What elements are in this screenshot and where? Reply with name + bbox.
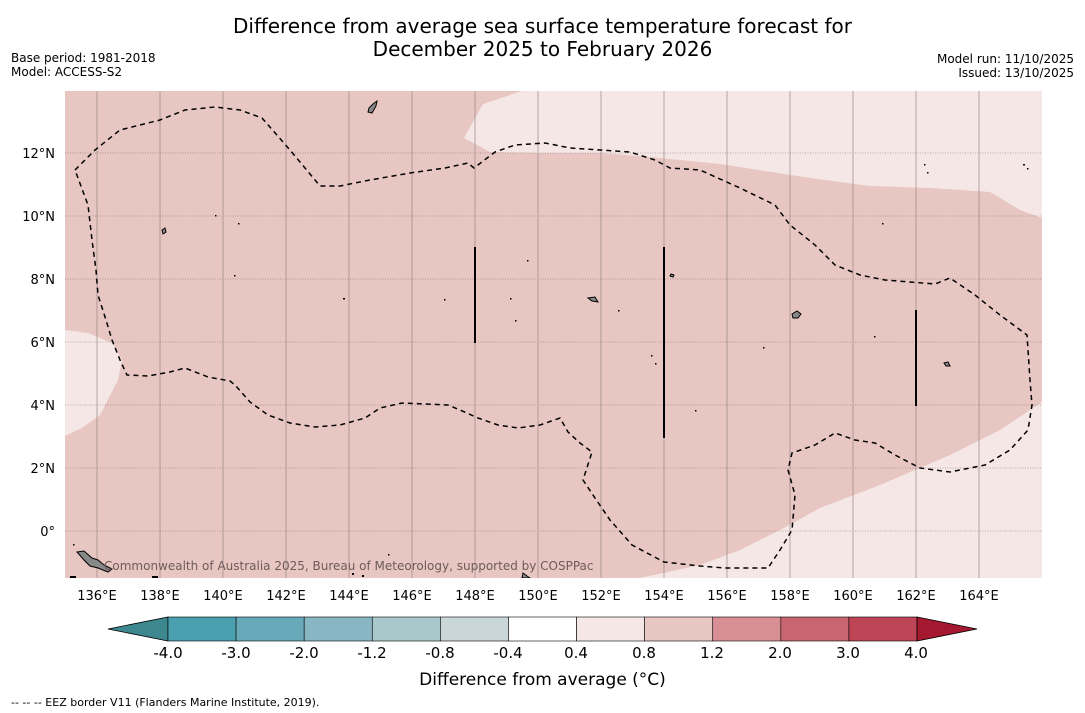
lon-label: 150°E xyxy=(518,589,558,604)
colorbar-tick-label: 2.0 xyxy=(768,644,792,662)
colorbar-tick-label: 0.4 xyxy=(564,644,588,662)
latitude-labels: 0° 2°N 4°N 6°N 8°N 10°N 12°N xyxy=(22,147,55,540)
lon-label: 152°E xyxy=(581,589,621,604)
lon-label: 148°E xyxy=(455,589,495,604)
colorbar-tick-label: -0.4 xyxy=(493,644,522,662)
eez-legend-footer: -- -- -- EEZ border V11 (Flanders Marine… xyxy=(11,696,320,709)
island-yap xyxy=(161,227,167,235)
lon-label: 140°E xyxy=(203,589,243,604)
colorbar-tick-label: -1.2 xyxy=(357,644,386,662)
longitude-labels: 136°E 138°E 140°E 142°E 144°E 146°E 148°… xyxy=(77,589,999,604)
colorbar-segment xyxy=(712,616,782,642)
lon-label: 164°E xyxy=(959,589,999,604)
model-name: Model: ACCESS-S2 xyxy=(11,65,123,79)
colorbar-label: Difference from average (°C) xyxy=(419,670,666,690)
issued-date: Issued: 13/10/2025 xyxy=(958,66,1074,80)
watermark: Commonwealth of Australia 2025, Bureau o… xyxy=(104,559,594,573)
sample-lines xyxy=(474,247,917,438)
island-new-guinea xyxy=(76,550,113,573)
lat-label: 6°N xyxy=(31,336,56,351)
lon-label: 146°E xyxy=(392,589,432,604)
lat-label: 12°N xyxy=(22,147,55,162)
lon-label: 154°E xyxy=(644,589,684,604)
colorbar-segment xyxy=(576,616,645,642)
colorbar-segment xyxy=(303,616,373,642)
anomaly-region-southeast xyxy=(640,402,1042,578)
colorbar-segment xyxy=(848,616,918,642)
island-guam xyxy=(367,99,378,114)
lon-label: 136°E xyxy=(77,589,117,604)
colorbar-tick-label: 1.2 xyxy=(700,644,724,662)
colorbar-ticks: -4.0 -3.0 -2.0 -1.2 -0.8 -0.4 0.4 0.8 1.… xyxy=(153,644,928,662)
colorbar-segment xyxy=(508,616,577,642)
lat-label: 0° xyxy=(40,525,55,540)
colorbar: -4.0 -3.0 -2.0 -1.2 -0.8 -0.4 0.4 0.8 1.… xyxy=(107,616,978,662)
atolls xyxy=(70,164,1029,578)
lat-label: 4°N xyxy=(31,399,56,414)
colorbar-tick-label: -3.0 xyxy=(221,644,250,662)
colorbar-segment xyxy=(371,616,441,642)
island-solomon xyxy=(521,572,531,578)
colorbar-tick-label: 4.0 xyxy=(904,644,928,662)
map-area: Commonwealth of Australia 2025, Bureau o… xyxy=(65,91,1042,578)
lon-label: 158°E xyxy=(770,589,810,604)
lon-label: 156°E xyxy=(707,589,747,604)
island-chuuk xyxy=(586,296,599,303)
lat-label: 8°N xyxy=(31,273,56,288)
model-run: Model run: 11/10/2025 xyxy=(936,52,1074,66)
island-palau xyxy=(669,273,675,278)
lon-label: 160°E xyxy=(833,589,873,604)
lon-label: 144°E xyxy=(329,589,369,604)
colorbar-segment xyxy=(167,616,237,642)
colorbar-tick-label: -2.0 xyxy=(289,644,318,662)
lon-label: 138°E xyxy=(140,589,180,604)
title-line-2: December 2025 to February 2026 xyxy=(372,37,713,61)
island-kosrae xyxy=(943,361,951,367)
colorbar-segment xyxy=(235,616,305,642)
colorbar-tick-label: 0.8 xyxy=(632,644,656,662)
meta-left: Base period: 1981-2018 Model: ACCESS-S2 xyxy=(11,51,156,79)
colorbar-segment xyxy=(440,616,509,642)
colorbar-segments xyxy=(167,616,918,642)
islands xyxy=(76,99,951,578)
gridlines xyxy=(65,152,1042,532)
lon-label: 162°E xyxy=(896,589,936,604)
colorbar-extend-low xyxy=(107,616,169,642)
anomaly-region-west xyxy=(65,330,122,436)
map-title: Difference from average sea surface temp… xyxy=(0,15,1085,61)
colorbar-tick-label: -4.0 xyxy=(153,644,182,662)
lat-label: 2°N xyxy=(31,462,56,477)
eez-border xyxy=(74,106,1033,569)
colorbar-tick-label: -0.8 xyxy=(425,644,454,662)
island-pohnpei xyxy=(791,310,802,319)
base-period: Base period: 1981-2018 xyxy=(11,51,156,65)
colorbar-segment xyxy=(644,616,714,642)
colorbar-segment xyxy=(780,616,850,642)
colorbar-extend-high xyxy=(916,616,978,642)
colorbar-tick-label: 3.0 xyxy=(836,644,860,662)
anomaly-region-northeast xyxy=(464,91,1042,218)
lon-label: 142°E xyxy=(266,589,306,604)
meta-right: Model run: 11/10/2025 Issued: 13/10/2025 xyxy=(937,52,1074,80)
lat-label: 10°N xyxy=(22,210,55,225)
title-line-1: Difference from average sea surface temp… xyxy=(232,14,852,38)
